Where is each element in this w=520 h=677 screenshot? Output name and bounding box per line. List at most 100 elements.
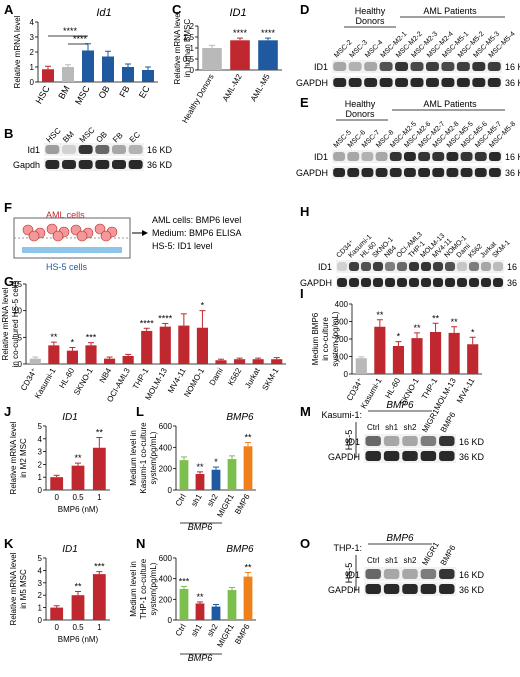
blot-row-label: ID1 <box>346 570 360 580</box>
significance-label: * <box>397 332 401 342</box>
blot-band <box>78 160 93 169</box>
significance-label: *** <box>86 333 97 343</box>
lane-label: HSC <box>44 126 62 144</box>
lane-label: EC <box>128 130 142 144</box>
aml-cell <box>94 223 106 235</box>
x-tick-label: MIGR1 <box>215 492 236 519</box>
aml-cell <box>76 230 88 242</box>
y-tick-label: 0 <box>18 360 23 369</box>
blot-band <box>372 262 384 271</box>
blot-band <box>45 145 60 154</box>
blot-band <box>112 160 126 169</box>
kd-marker: 16 KD <box>507 262 520 272</box>
panel-letter-e: E <box>300 95 309 110</box>
panel-letter-n: N <box>136 536 145 551</box>
y-axis-label: in M2 MSC <box>19 438 28 478</box>
bar <box>227 590 237 620</box>
blot-band <box>361 152 374 161</box>
blot-band <box>425 78 439 87</box>
significance-label: ** <box>376 310 384 320</box>
f-line-3: HS-5: ID1 level <box>152 241 213 251</box>
hs5-layer <box>22 247 122 253</box>
y-tick-label: 200 <box>335 335 349 344</box>
blot-row-label: GAPDH <box>296 78 328 88</box>
significance-label: ** <box>74 453 82 463</box>
blot-band <box>439 436 455 446</box>
y-tick-label: 2 <box>38 591 43 600</box>
blot-band <box>333 152 346 161</box>
y-axis-label: in co-culture <box>321 317 330 361</box>
x-tick-label: MIGR1 <box>215 622 236 649</box>
significance-label: ** <box>196 462 204 472</box>
blot-band <box>474 152 487 161</box>
aml-cells <box>22 223 118 242</box>
blot-band <box>360 262 372 271</box>
y-tick-label: 400 <box>159 575 173 584</box>
blot-band <box>45 160 60 169</box>
x-tick-label: MV4-11 <box>455 376 477 405</box>
blot-band <box>439 451 455 461</box>
blot-band <box>402 569 418 579</box>
y-axis-label: Relative mRNA level <box>13 15 22 88</box>
y-tick-label: 1.5 <box>183 33 195 42</box>
x-tick-label: OB <box>97 84 112 100</box>
blot-band <box>460 168 473 177</box>
kd-marker: 36 KD <box>459 585 485 595</box>
panel-letter-m: M <box>300 404 311 419</box>
bar <box>243 446 253 490</box>
y-tick-label: 15 <box>13 280 22 289</box>
panel-letter-i: I <box>300 286 304 301</box>
y-axis-label: Relative mRNA level <box>9 552 18 625</box>
aml-cell <box>52 230 64 242</box>
y-axis-label: Medium level in <box>129 561 138 617</box>
x-axis-label: BMP6 (nM) <box>58 505 99 514</box>
significance-label: * <box>201 301 205 311</box>
western-blot-d: MSC-2MSC-3MSC-4MSC-M2-1MSC-M2-2MSC-M2-3M… <box>296 30 520 89</box>
y-axis-label: in M5 MSC <box>19 569 28 609</box>
y-tick-label: 2 <box>38 460 43 469</box>
significance-label: ** <box>196 592 204 602</box>
panel-letter-b: B <box>4 126 13 141</box>
blot-band <box>487 62 501 71</box>
m-gene-label: BMP6 <box>386 400 414 411</box>
blot-band <box>348 62 362 71</box>
significance-label: * <box>71 337 75 347</box>
significance-label: **** <box>63 26 78 36</box>
blot-band <box>432 152 445 161</box>
y-tick-label: 2 <box>30 48 35 57</box>
significance-label: ** <box>244 562 252 572</box>
blot-band <box>347 152 360 161</box>
western-blot-h: CD34⁺Kasumi-1HL-60SKNO-1NB4OCI-AML3THP-1… <box>300 231 520 289</box>
panel-letter-g: G <box>4 274 14 289</box>
blot-band <box>365 436 381 446</box>
x-tick-label: Ctrl <box>174 622 188 637</box>
blot-band <box>128 145 143 154</box>
bar <box>159 326 171 364</box>
blot-band <box>396 262 408 271</box>
chart-j-title: ID1 <box>62 412 78 423</box>
lane-label: sh2 <box>404 423 417 432</box>
y-tick-label: 400 <box>159 443 173 452</box>
blot-band <box>441 62 455 71</box>
blot-band <box>402 436 418 446</box>
y-tick-label: 3 <box>38 448 43 457</box>
blot-band <box>487 78 501 87</box>
x-tick-label: sh2 <box>205 492 220 508</box>
y-tick-label: 0 <box>30 78 35 87</box>
y-axis-label: system(pg/mL) <box>149 431 158 484</box>
l-group-sh: BMP6 <box>188 522 213 532</box>
bar <box>122 356 134 364</box>
blot-band <box>403 168 416 177</box>
y-axis-label: system (pg/mL) <box>331 311 340 366</box>
blot-band <box>480 278 492 287</box>
significance-label: **** <box>140 318 155 328</box>
significance-label: *** <box>94 562 105 572</box>
x-tick-label: BM <box>56 84 71 101</box>
y-axis-label: in co-cultured HS-5 cells <box>11 281 20 368</box>
bar <box>82 50 94 82</box>
blot-band <box>460 152 473 161</box>
blot-band <box>95 145 110 154</box>
blot-band <box>395 62 409 71</box>
bar <box>202 48 222 70</box>
